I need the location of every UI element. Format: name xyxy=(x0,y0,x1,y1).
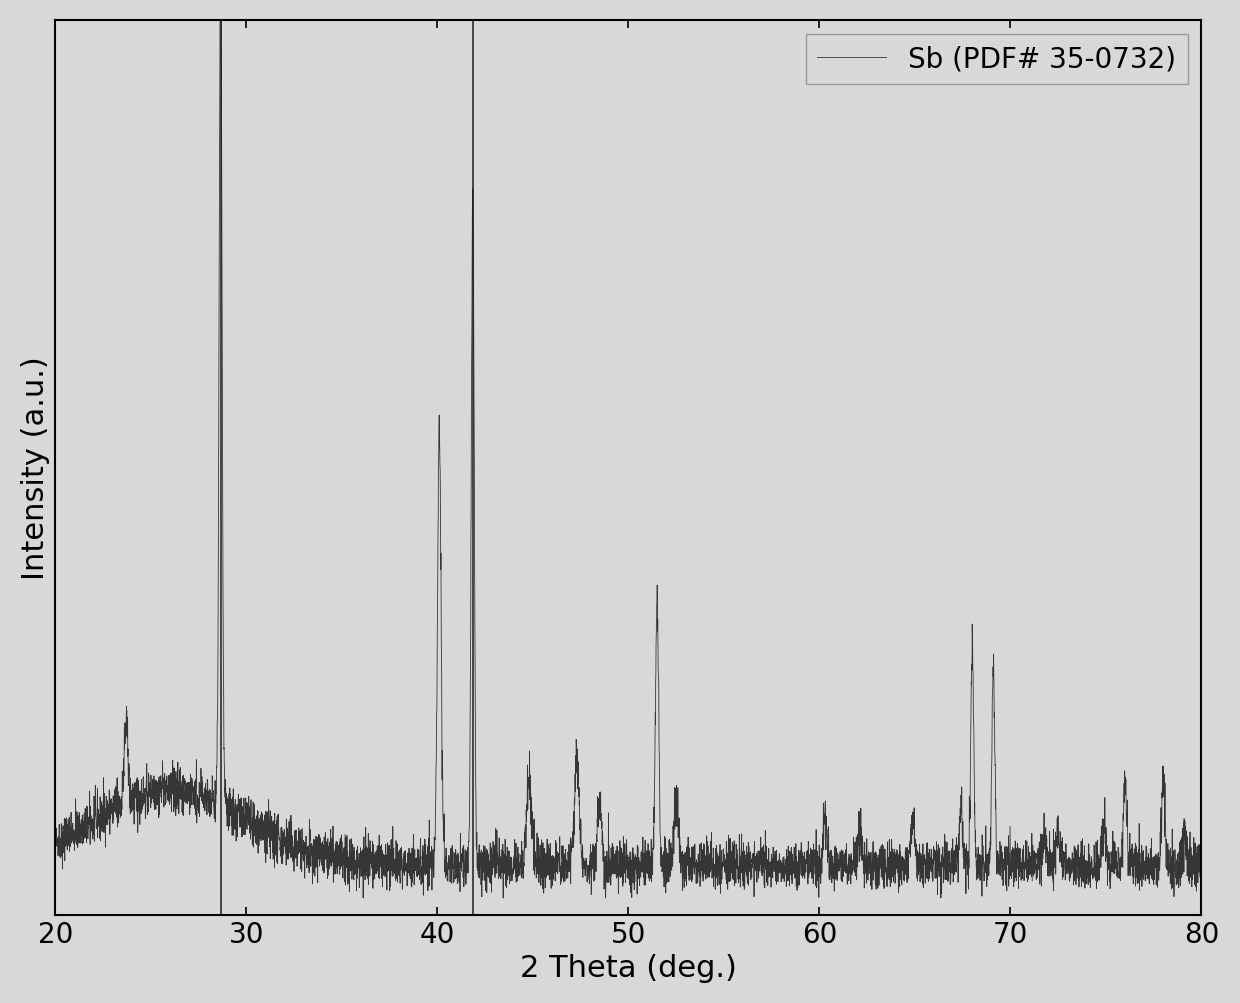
X-axis label: 2 Theta (deg.): 2 Theta (deg.) xyxy=(520,953,737,982)
Sb (PDF# 35-0732) xyxy=(48,839,63,851)
Sb (PDF# 35-0732) xyxy=(326,845,341,857)
Line: Sb (PDF# 35-0732): Sb (PDF# 35-0732) xyxy=(56,0,1202,898)
Sb (PDF# 35-0732) xyxy=(480,870,495,882)
Sb (PDF# 35-0732) xyxy=(1194,876,1209,888)
Sb (PDF# 35-0732) xyxy=(1185,869,1200,881)
Sb (PDF# 35-0732) xyxy=(356,892,371,904)
Legend: Sb (PDF# 35-0732): Sb (PDF# 35-0732) xyxy=(806,35,1188,85)
Sb (PDF# 35-0732) xyxy=(320,832,335,845)
Y-axis label: Intensity (a.u.): Intensity (a.u.) xyxy=(21,356,50,580)
Sb (PDF# 35-0732) xyxy=(562,866,577,878)
Sb (PDF# 35-0732) xyxy=(314,854,329,866)
